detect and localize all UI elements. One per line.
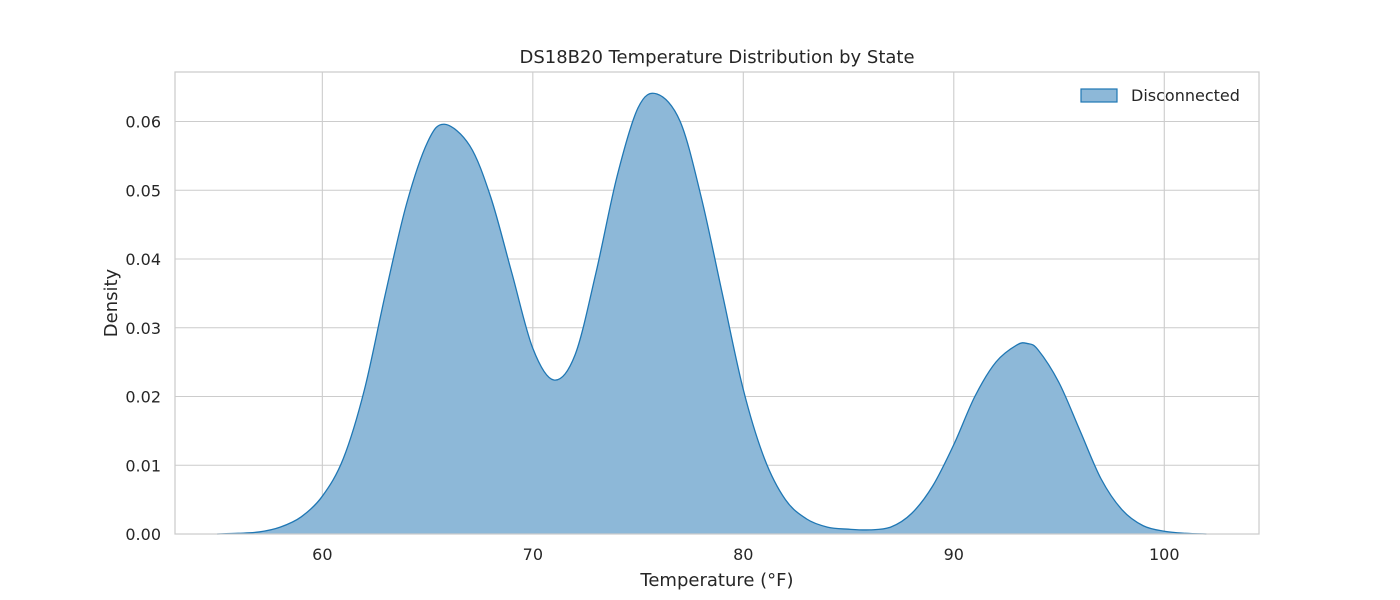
density-area <box>217 93 1207 535</box>
chart-title: DS18B20 Temperature Distribution by Stat… <box>519 47 914 68</box>
plot-frame <box>174 71 1260 535</box>
x-tick-label: 80 <box>733 545 753 564</box>
ticks: 60 70 80 90 100 0.00 0.01 0.02 0.03 0.04 0.05 0.06 <box>125 113 1179 565</box>
y-tick-label: 0.02 <box>125 388 161 407</box>
y-tick-label: 0.00 <box>125 525 161 544</box>
series-layer <box>217 92 1207 535</box>
y-tick-label: 0.04 <box>125 250 161 269</box>
legend-label: Disconnected <box>1131 86 1240 105</box>
legend-swatch <box>1080 88 1118 103</box>
x-tick-label: 90 <box>944 545 964 564</box>
y-tick-label: 0.03 <box>125 319 161 338</box>
legend: Disconnected <box>1080 86 1240 105</box>
y-axis-label: Density <box>101 268 122 337</box>
x-tick-label: 70 <box>523 545 543 564</box>
x-axis-label: Temperature (°F) <box>639 570 793 591</box>
y-tick-label: 0.06 <box>125 113 161 132</box>
y-tick-label: 0.05 <box>125 181 161 200</box>
density-line <box>217 92 1207 535</box>
x-tick-label: 60 <box>312 545 332 564</box>
y-tick-label: 0.01 <box>125 456 161 475</box>
x-tick-label: 100 <box>1149 545 1180 564</box>
